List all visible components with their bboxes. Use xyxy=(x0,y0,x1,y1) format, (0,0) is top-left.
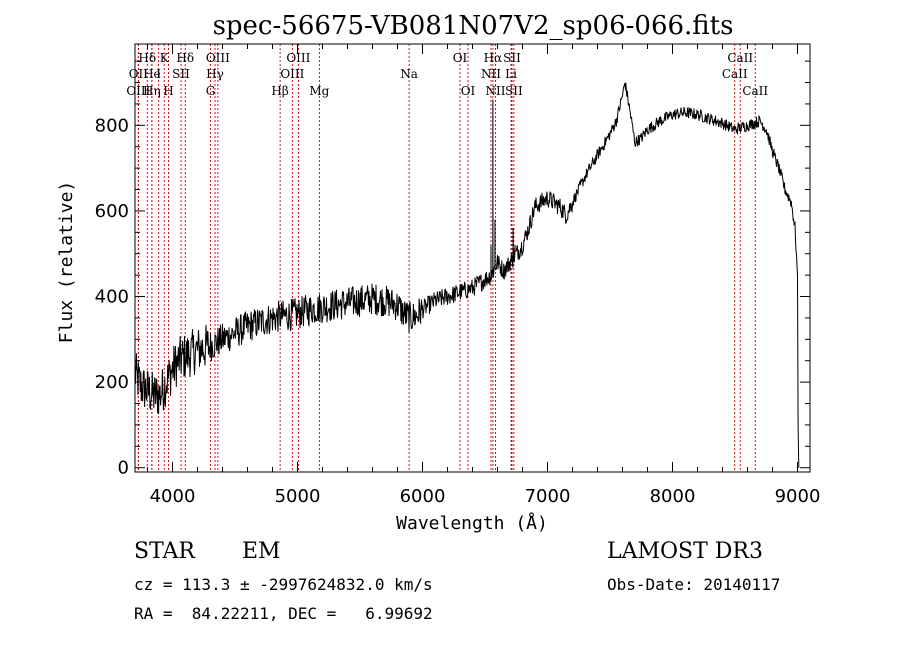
line-label-0: Hδ xyxy=(138,51,156,65)
object-subclass: EM xyxy=(242,539,281,564)
y-tick-label-0: 0 xyxy=(118,458,129,479)
line-label-18: OI xyxy=(453,51,468,65)
x-axis-label: Wavelength (Å) xyxy=(396,512,548,534)
line-label-22: NII xyxy=(486,84,506,98)
line-label-19: OI xyxy=(461,84,476,98)
x-tick-label-5: 9000 xyxy=(775,486,821,507)
line-label-6: I xyxy=(156,67,161,81)
spectral-line-labels: Hδ OII OIII He Hη KI SII H Hδ OIII Hγ G Hβ OIII OIII Mg… xyxy=(126,51,768,98)
line-label-1: OII xyxy=(129,67,149,81)
y-tick-label-2: 400 xyxy=(95,287,129,308)
line-label-9: Hδ xyxy=(176,51,194,65)
line-label-21: NII xyxy=(481,67,501,81)
line-label-3: He xyxy=(143,67,161,81)
line-label-8: H xyxy=(163,84,173,98)
line-label-14: OIII xyxy=(286,51,310,65)
line-label-24: Li xyxy=(505,67,517,81)
line-label-4: Hη xyxy=(143,84,161,98)
y-axis-label: Flux (relative) xyxy=(56,181,77,344)
line-label-28: CaII xyxy=(742,84,768,98)
x-tick-label-4: 8000 xyxy=(650,486,696,507)
line-label-25: SII xyxy=(505,84,523,98)
x-axis-ticks: 4000 5000 6000 7000 8000 9000 xyxy=(147,44,821,507)
line-label-5: K xyxy=(160,51,170,65)
y-axis-ticks: 0 200 400 600 800 xyxy=(95,60,810,479)
line-label-2: OIII xyxy=(126,84,150,98)
x-tick-label-1: 5000 xyxy=(275,486,321,507)
line-label-15: OIII xyxy=(280,67,304,81)
y-tick-label-3: 600 xyxy=(95,201,129,222)
line-label-27: CaII xyxy=(722,67,748,81)
line-label-20: Hα xyxy=(484,51,503,65)
plot-frame xyxy=(134,43,811,473)
chart-title: spec-56675-VB081N07V2_sp06-066.fits xyxy=(213,11,734,41)
line-label-13: Hβ xyxy=(271,84,288,98)
spectral-line-markers xyxy=(137,44,756,472)
line-label-23: SII xyxy=(503,51,521,65)
line-label-16: Mg xyxy=(309,84,329,98)
y-tick-label-1: 200 xyxy=(95,372,129,393)
line-label-12: G xyxy=(206,84,216,98)
sky-coordinates: RA = 84.22211, DEC = 6.99692 xyxy=(134,604,433,623)
line-label-26: CaII xyxy=(727,51,753,65)
spectrum-line xyxy=(134,82,800,468)
y-tick-label-4: 800 xyxy=(95,115,129,136)
x-tick-label-0: 4000 xyxy=(150,486,196,507)
line-label-11: Hγ xyxy=(206,67,224,81)
survey-name: LAMOST DR3 xyxy=(607,539,763,564)
line-label-10: OIII xyxy=(206,51,230,65)
line-label-17: Na xyxy=(400,67,418,81)
object-class: STAR xyxy=(134,539,195,564)
observation-date: Obs-Date: 20140117 xyxy=(607,575,781,594)
line-label-7: SII xyxy=(172,67,190,81)
x-tick-label-3: 7000 xyxy=(525,486,571,507)
redshift-velocity: cz = 113.3 ± -2997624832.0 km/s xyxy=(134,575,433,594)
x-tick-label-2: 6000 xyxy=(400,486,446,507)
